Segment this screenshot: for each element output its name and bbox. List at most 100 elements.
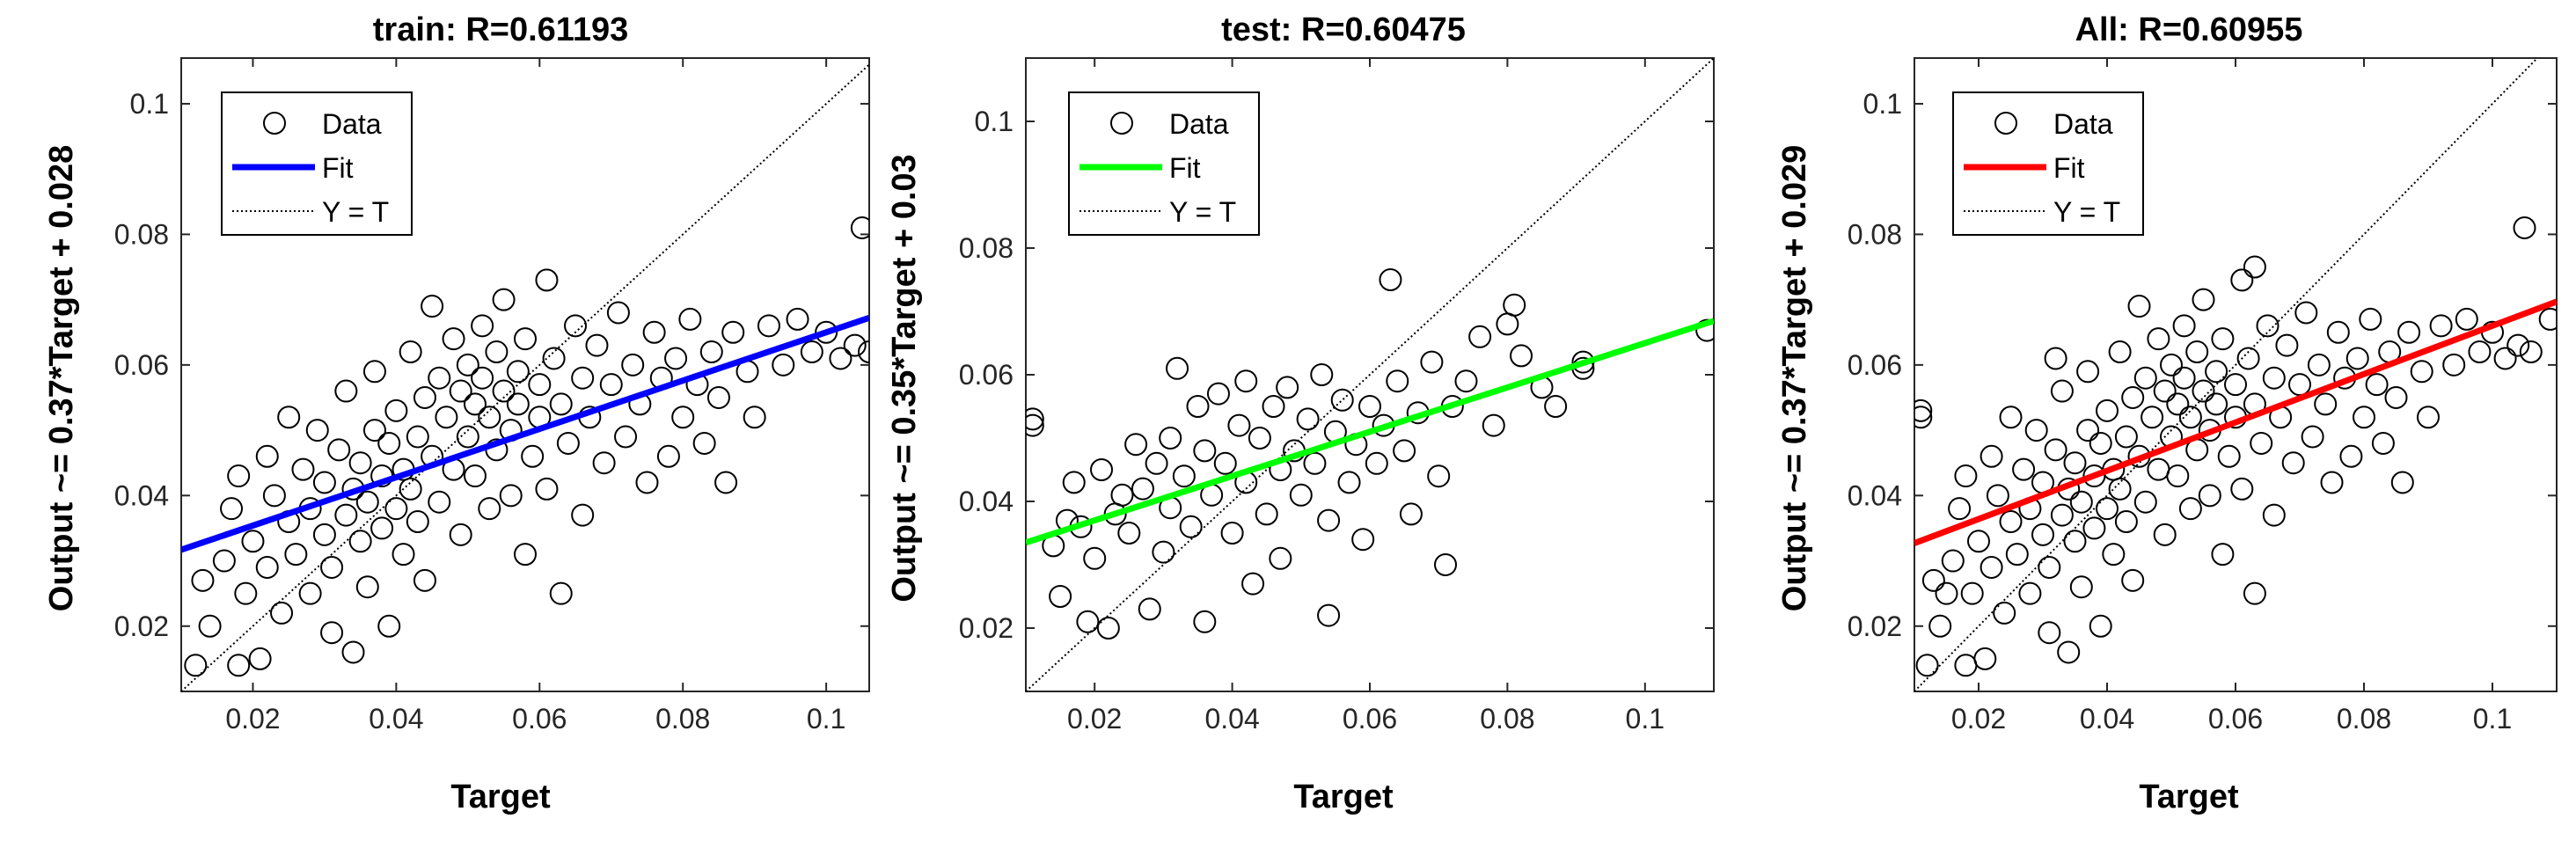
data-point <box>2133 366 2157 390</box>
legend-label-fit: Fit <box>322 152 354 184</box>
data-point <box>2044 438 2067 462</box>
data-point <box>2133 490 2157 514</box>
data-point <box>2121 568 2145 592</box>
y-tick-label: 0.06 <box>959 359 1014 391</box>
data-point <box>463 464 487 488</box>
y-tick-label: 0.08 <box>959 232 1014 264</box>
data-point <box>1241 572 1265 596</box>
y-tick-label: 0.06 <box>114 349 169 381</box>
data-point <box>449 523 472 546</box>
data-point <box>528 373 552 397</box>
data-point <box>2089 614 2112 638</box>
data-point <box>1049 585 1072 608</box>
data-point <box>1296 407 1320 431</box>
data-point <box>2127 295 2151 318</box>
data-point <box>1337 471 1361 494</box>
data-point <box>521 444 545 468</box>
data-point <box>2005 543 2029 567</box>
data-point <box>642 320 666 344</box>
data-point <box>1365 451 1388 475</box>
data-point <box>1131 477 1154 501</box>
data-point <box>2230 268 2254 292</box>
data-point <box>2493 347 2517 370</box>
data-point <box>2038 555 2061 579</box>
data-point <box>198 614 222 638</box>
data-point <box>2172 314 2196 338</box>
x-tick-label: 0.08 <box>1480 703 1534 735</box>
data-point <box>1379 268 1402 291</box>
legend: Data Fit Y = T <box>221 91 413 236</box>
data-point <box>678 307 702 331</box>
data-point <box>2275 333 2299 357</box>
data-point <box>2353 406 2375 429</box>
data-point <box>1166 356 1189 380</box>
legend-label-data: Data <box>2053 108 2113 140</box>
data-point <box>2455 307 2478 331</box>
data-point <box>1262 395 1285 418</box>
data-point <box>1482 413 1505 437</box>
data-point <box>1434 553 1458 576</box>
x-tick-label: 0.08 <box>2337 703 2391 735</box>
data-point <box>2108 477 2132 501</box>
data-point <box>262 484 286 508</box>
data-point <box>1454 369 1478 393</box>
data-point <box>2024 419 2048 442</box>
data-point <box>284 543 308 567</box>
data-point <box>585 333 609 357</box>
data-point <box>2371 431 2395 455</box>
data-point <box>2121 385 2145 409</box>
data-point <box>757 314 780 338</box>
y-tick-label: 0.02 <box>959 612 1014 644</box>
data-point <box>2076 419 2100 442</box>
data-point <box>1695 318 1714 342</box>
data-point <box>2429 314 2453 338</box>
data-point <box>320 555 344 579</box>
legend: Data Fit Y = T <box>1068 91 1260 236</box>
data-point <box>2198 484 2221 508</box>
data-point <box>1941 549 1965 573</box>
data-point <box>671 406 695 429</box>
data-point <box>2114 510 2138 534</box>
y-tick-label: 0.1 <box>1863 88 1902 120</box>
data-point <box>2205 392 2228 416</box>
y-axis-label: Output ~= 0.37*Target + 0.028 <box>43 145 80 611</box>
data-point <box>471 314 494 338</box>
data-point <box>699 340 723 364</box>
y-tick-label: 0.1 <box>975 106 1014 137</box>
data-point <box>1117 522 1141 545</box>
fit-line <box>1914 298 2557 546</box>
data-point <box>492 379 516 403</box>
plot-marks <box>1914 58 2557 691</box>
data-point <box>1928 614 1952 638</box>
data-point <box>2018 581 2042 605</box>
data-point <box>2211 543 2235 567</box>
fit-line <box>181 314 869 553</box>
data-point <box>2417 406 2440 429</box>
data-point <box>255 555 279 579</box>
data-point <box>2166 464 2190 488</box>
data-point <box>2250 431 2273 455</box>
data-point <box>714 471 738 494</box>
data-point <box>2205 360 2228 384</box>
data-point <box>362 360 386 384</box>
data-point <box>829 347 853 370</box>
data-point <box>1179 515 1203 538</box>
data-point <box>1193 610 1217 633</box>
data-point <box>212 549 236 573</box>
data-point <box>1026 413 1044 437</box>
data-point <box>2063 530 2087 553</box>
data-point <box>1110 483 1134 507</box>
plot-marks <box>1026 58 1714 691</box>
data-point <box>1954 464 1978 488</box>
x-axis-label: Target <box>1293 779 1394 815</box>
y-tick-label: 0.08 <box>1848 218 1902 250</box>
data-point <box>406 425 429 449</box>
data-point <box>2044 347 2067 370</box>
data-point <box>571 503 595 527</box>
data-point <box>227 464 251 488</box>
legend-label-identity: Y = T <box>322 196 389 228</box>
data-point <box>2410 360 2433 384</box>
data-point <box>2506 333 2530 357</box>
data-point <box>1206 382 1230 406</box>
data-point <box>1330 388 1354 412</box>
